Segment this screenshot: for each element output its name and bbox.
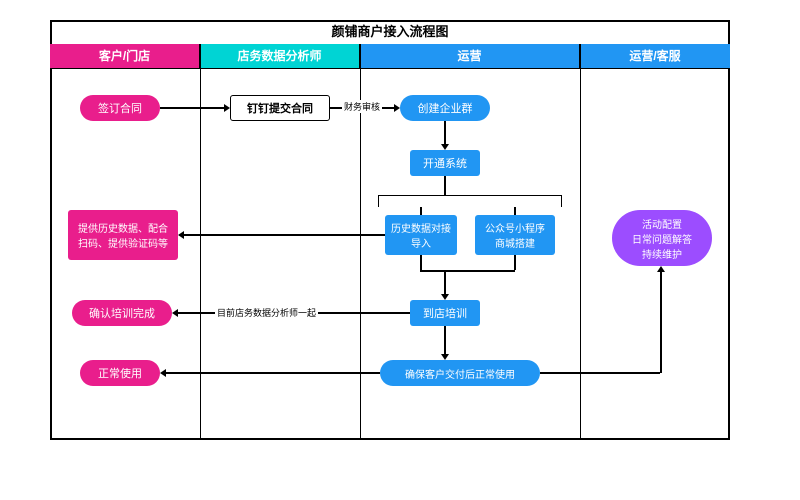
node-miniapp-build: 公众号小程序商城搭建 <box>475 215 555 255</box>
edge-ensure-right <box>540 372 660 374</box>
node-normal-use: 正常使用 <box>80 360 160 386</box>
lane-divider-1 <box>200 44 201 440</box>
arrow-merge-train <box>441 294 449 300</box>
node-open-system: 开通系统 <box>410 150 480 176</box>
edge-opensys-fork <box>444 176 446 195</box>
arrow-ensure-maintain <box>657 266 665 272</box>
label-together: 目前店务数据分析师一起 <box>215 306 318 319</box>
lane-header-analyst: 店务数据分析师 <box>200 44 360 68</box>
edge-fork-right <box>514 207 516 215</box>
node-create-group: 创建企业群 <box>400 95 490 121</box>
edge-group-opensys <box>444 121 446 145</box>
arrow-ensure-normal <box>160 369 166 377</box>
node-confirm-training: 确认培训完成 <box>72 300 172 326</box>
arrow-sign-dingding <box>224 104 230 112</box>
lane-header-customer: 客户/门店 <box>50 44 200 68</box>
edge-fork-left <box>420 207 422 215</box>
node-sign-contract: 签订合同 <box>80 95 160 121</box>
arrow-group-opensys <box>441 144 449 150</box>
arrow-history-provide <box>178 231 184 239</box>
edge-merge-train <box>444 270 446 295</box>
edge-mini-down <box>514 255 516 270</box>
node-dingding-submit: 钉钉提交合同 <box>230 95 330 121</box>
label-audit: 财务审核 <box>342 100 382 113</box>
flowchart-canvas: 颜铺商户接入流程图 客户/门店 店务数据分析师 运营 运营/客服 签订合同 钉钉… <box>0 0 800 500</box>
edge-merge-h <box>420 270 515 272</box>
edge-ensure-up <box>660 272 662 373</box>
node-maintain: 活动配置 日常问题解答 持续维护 <box>612 210 712 266</box>
arrow-train-ensure <box>441 354 449 360</box>
edge-ensure-normal <box>166 372 380 374</box>
lane-header-divider <box>50 68 730 69</box>
node-provide-data: 提供历史数据、配合扫码、提供验证码等 <box>68 210 178 260</box>
lane-header-ops: 运营 <box>360 44 580 68</box>
arrow-train-confirm <box>172 309 178 317</box>
lane-header-support: 运营/客服 <box>580 44 730 68</box>
node-history-import: 历史数据对接导入 <box>385 215 457 255</box>
node-ensure-delivery: 确保客户交付后正常使用 <box>380 360 540 386</box>
edge-history-provide <box>184 234 385 236</box>
diagram-title: 颜铺商户接入流程图 <box>50 20 730 44</box>
edge-train-ensure <box>444 326 446 355</box>
fork-bracket <box>378 195 562 207</box>
lane-divider-3 <box>580 44 581 440</box>
node-onsite-training: 到店培训 <box>410 300 480 326</box>
edge-sign-dingding <box>160 107 225 109</box>
arrow-dingding-group <box>394 104 400 112</box>
edge-hist-down <box>420 255 422 270</box>
node-maintain-label: 活动配置 日常问题解答 持续维护 <box>632 216 692 261</box>
